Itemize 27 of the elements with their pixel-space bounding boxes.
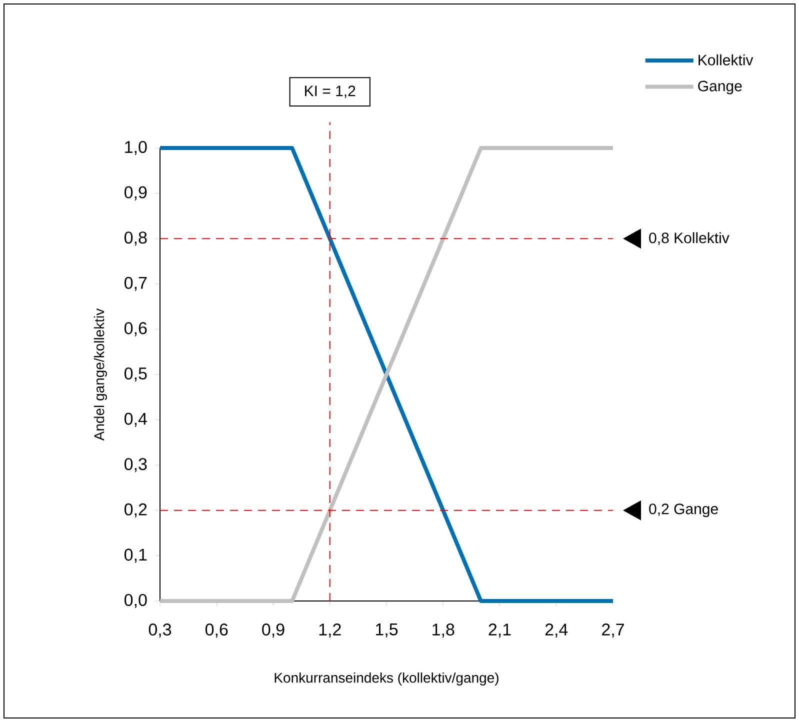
- legend-label: Gange: [698, 80, 742, 94]
- y-tick-label: 0,2: [124, 503, 147, 518]
- y-tick-label: 0,3: [124, 458, 147, 472]
- y-tick-label: 0,0: [124, 594, 147, 608]
- y-tick-label: 0,9: [124, 186, 147, 200]
- x-tick-label: 2,7: [602, 624, 624, 638]
- x-tick-label: 1,5: [376, 624, 398, 638]
- legend-label: Kollektiv: [698, 54, 754, 66]
- y-tick-label: 0,4: [124, 412, 147, 427]
- x-tick-label: 2,1: [488, 624, 511, 638]
- y-tick-label: 0,5: [124, 367, 147, 382]
- y-tick-label: 0,1: [124, 548, 147, 563]
- ref-line-label: 0,8 Kollektiv: [649, 232, 730, 245]
- y-axis-title: Andel gange/kollektiv: [94, 308, 107, 441]
- y-tick-label: 0,7: [124, 276, 147, 291]
- y-tick-label: 0,8: [124, 232, 147, 246]
- ref-line-label: KI = 1,2: [305, 86, 356, 98]
- x-tick-label: 2,4: [545, 624, 568, 638]
- x-axis-title: Konkurranseindeks (kollektiv/gange): [274, 672, 498, 686]
- y-tick-label: 0,6: [124, 322, 147, 336]
- x-tick-label: 1,8: [432, 624, 454, 638]
- x-tick-label: 0,9: [262, 624, 284, 638]
- y-tick-label: 1,0: [125, 140, 147, 156]
- x-tick-label: 0,6: [205, 624, 228, 638]
- ref-line-label: 0,2 Gange: [649, 504, 718, 518]
- x-tick-label: 1,2: [319, 624, 341, 638]
- x-tick-label: 0,3: [148, 624, 172, 638]
